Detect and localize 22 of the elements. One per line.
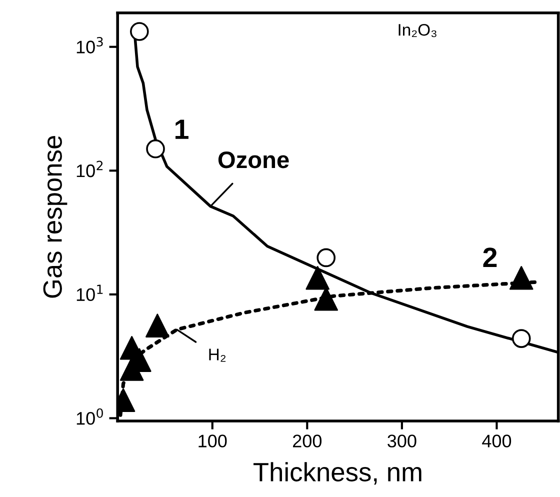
- y-tick-label: 10$^{3}$: [76, 36, 103, 54]
- annotation: In₂O₃: [398, 24, 436, 38]
- x-tick-label: 300: [388, 434, 416, 448]
- point: [512, 329, 531, 348]
- y-tick-label: 10$^{2}$: [76, 160, 103, 178]
- y-tick-label: 10$^{0}$: [76, 408, 103, 425]
- x-axis-title: Thickness, nm: [254, 462, 422, 485]
- point: [130, 22, 149, 41]
- x-tick-label: 400: [482, 434, 512, 448]
- y-tick-label: 10$^{1}$: [76, 284, 103, 302]
- point: [306, 266, 330, 290]
- y-axis-title: Gas response: [43, 136, 68, 298]
- annotation: 1: [176, 120, 188, 139]
- annotation: Ozone: [218, 151, 289, 168]
- point: [509, 266, 534, 290]
- point: [146, 314, 170, 338]
- annotation: 2: [483, 248, 497, 267]
- point: [316, 248, 336, 268]
- x-tick-label: 100: [198, 434, 227, 448]
- point: [146, 139, 165, 158]
- x-tick-label: 200: [293, 434, 322, 448]
- annotation: H₂: [209, 348, 226, 362]
